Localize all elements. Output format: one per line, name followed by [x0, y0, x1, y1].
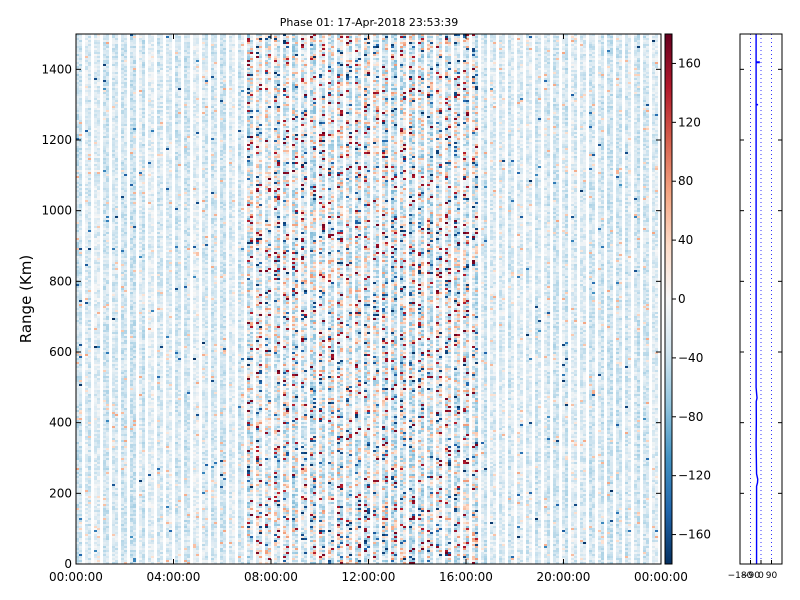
colorbar-tick-label: −160: [678, 528, 711, 542]
profile-grid: [750, 34, 772, 564]
y-tick-label: 1000: [41, 204, 72, 218]
heatmap-panel: 00:00:00 04:00:00 08:00:00 12:00:00 16:00:00…: [17, 33, 688, 584]
profile-x-tick-label: −180: [728, 571, 753, 581]
colorbar-gradient: [665, 34, 672, 564]
x-tick-label: 20:00:00: [537, 570, 591, 584]
y-tick-label: 400: [49, 416, 72, 430]
profile-x-tick-label: 0: [758, 571, 764, 581]
colorbar-tick-label: 160: [678, 56, 701, 70]
heatmap-cells: [76, 34, 659, 565]
profile-marks: [756, 61, 760, 106]
colorbar-tick-label: 120: [678, 115, 701, 129]
x-tick-label: 16:00:00: [439, 570, 493, 584]
y-tick-label: 1200: [41, 133, 72, 147]
y-tick-label: 1400: [41, 62, 72, 76]
profile-axis-ticks: −180−900 90: [728, 68, 782, 581]
colorbar-tick-label: −80: [678, 410, 703, 424]
y-tick-label: 200: [49, 486, 72, 500]
y-axis-label: Range (Km): [17, 255, 35, 343]
x-tick-label: 12:00:00: [342, 570, 396, 584]
profile-panel: −180−900 90: [728, 33, 783, 581]
colorbar-tick-label: −120: [678, 469, 711, 483]
y-tick-label: 0: [64, 557, 72, 571]
x-tick-label: 00:00:00: [634, 570, 688, 584]
x-axis-ticks: 00:00:00 04:00:00 08:00:00 12:00:00 16:00:00…: [49, 34, 688, 584]
profile-x-tick-label: −90: [741, 571, 760, 581]
x-tick-label: 08:00:00: [244, 570, 298, 584]
y-tick-label: 800: [49, 274, 72, 288]
y-axis-ticks: 0 200 400 600 800 1000 1200 1400: [41, 62, 661, 571]
colorbar-tick-label: 0: [678, 292, 686, 306]
colorbar: −160 −120 −80 −40 0 40 80 120 160: [664, 33, 711, 565]
colorbar-tick-label: 40: [678, 233, 693, 247]
y-tick-label: 600: [49, 345, 72, 359]
colorbar-ticks: −160 −120 −80 −40 0 40 80 120 160: [672, 56, 711, 542]
x-tick-label: 04:00:00: [147, 570, 201, 584]
colorbar-tick-label: −40: [678, 351, 703, 365]
profile-line: [755, 34, 759, 564]
colorbar-tick-label: 80: [678, 174, 693, 188]
x-tick-label: 00:00:00: [49, 570, 103, 584]
chart-title: Phase 01: 17-Apr-2018 23:53:39: [280, 16, 458, 29]
profile-x-tick-label: 90: [766, 571, 778, 581]
